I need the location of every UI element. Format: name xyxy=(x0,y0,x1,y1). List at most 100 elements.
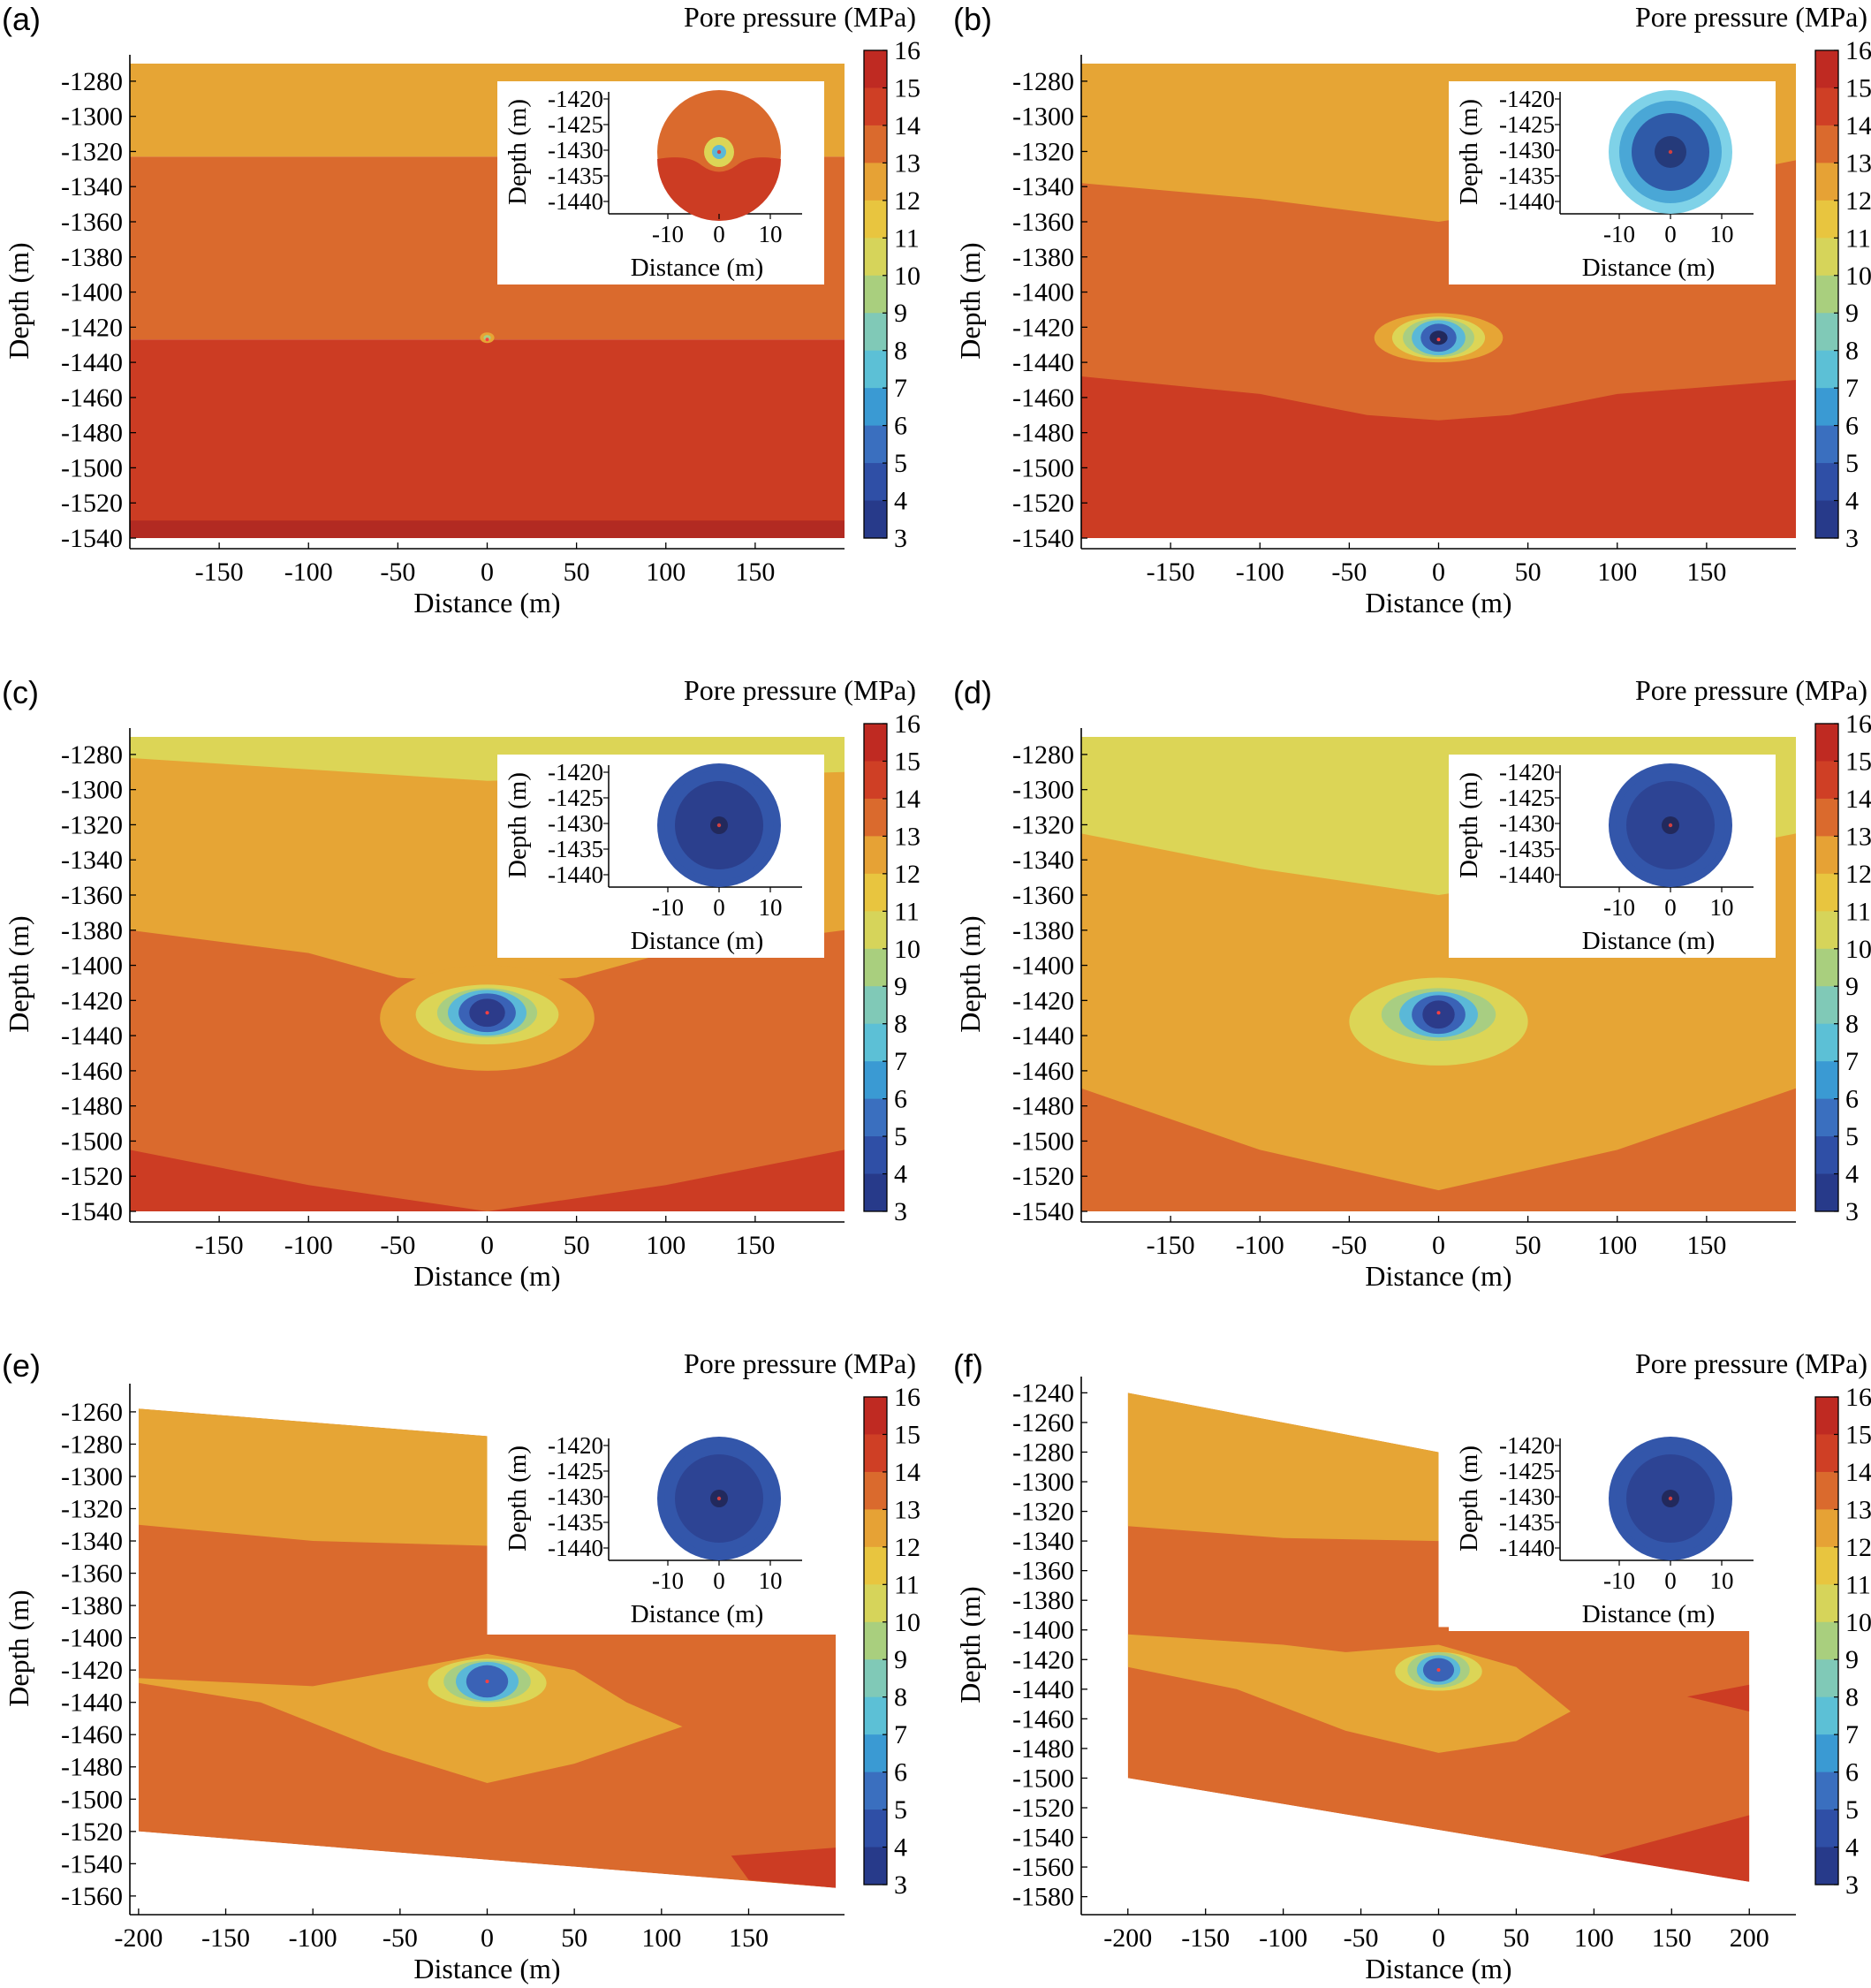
y-tick-label: -1340 xyxy=(61,172,123,201)
inset-well-marker xyxy=(716,149,722,155)
panel-label: (b) xyxy=(953,1,992,37)
y-tick-label: -1440 xyxy=(1012,1675,1074,1704)
y-tick-label: -1480 xyxy=(1012,1734,1074,1764)
y-tick-label: -1320 xyxy=(61,810,123,839)
colorbar-segment xyxy=(1815,1509,1838,1548)
x-tick-label: -100 xyxy=(289,1924,337,1953)
y-tick-label: -1380 xyxy=(1012,243,1074,272)
contour-edge-15 xyxy=(1686,1684,1750,1711)
y-tick-label: -1520 xyxy=(1012,1794,1074,1823)
inset-y-tick-label: -1440 xyxy=(548,1535,603,1561)
colorbar-segment xyxy=(1815,87,1838,126)
colorbar-segment xyxy=(864,724,887,762)
colorbar-segment xyxy=(1815,1659,1838,1698)
x-tick-label: 150 xyxy=(1652,1924,1692,1953)
colorbar-tick-label: 6 xyxy=(1845,1758,1859,1787)
colorbar-tick-label: 14 xyxy=(1845,1458,1871,1487)
y-tick-label: -1540 xyxy=(1012,1824,1074,1853)
y-tick-label: -1460 xyxy=(61,1057,123,1086)
y-tick-label: -1440 xyxy=(1012,1021,1074,1051)
y-tick-label: -1260 xyxy=(61,1398,123,1427)
colorbar-segment xyxy=(864,313,887,352)
y-tick-label: -1400 xyxy=(61,1624,123,1653)
colorbar-segment xyxy=(864,275,887,314)
colorbar-tick-label: 13 xyxy=(894,822,920,851)
colorbar-tick-label: 5 xyxy=(1845,1122,1859,1151)
y-tick-label: -1340 xyxy=(1012,1527,1074,1556)
colorbar-tick-label: 14 xyxy=(894,111,920,140)
y-tick-label: -1500 xyxy=(1012,1127,1074,1156)
y-tick-label: -1280 xyxy=(1012,1438,1074,1467)
inset-x-axis-label: Distance (m) xyxy=(631,254,764,282)
colorbar-segment xyxy=(864,238,887,277)
colorbar-segment xyxy=(1815,761,1838,800)
y-tick-label: -1320 xyxy=(1012,810,1074,839)
y-tick-label: -1400 xyxy=(61,952,123,981)
colorbar-tick-label: 6 xyxy=(1845,412,1859,441)
y-tick-label: -1340 xyxy=(61,1527,123,1556)
y-tick-label: -1340 xyxy=(1012,846,1074,875)
y-axis-label: Depth (m) xyxy=(3,242,34,359)
y-tick-label: -1500 xyxy=(1012,453,1074,482)
y-tick-label: -1420 xyxy=(1012,313,1074,342)
colorbar-tick-label: 9 xyxy=(1845,299,1859,328)
panel-label: (d) xyxy=(953,674,992,710)
well-marker xyxy=(1436,338,1441,342)
inset-y-axis-label: Depth (m) xyxy=(504,99,532,205)
inset-x-tick-label: -10 xyxy=(1603,221,1635,247)
colorbar-tick-label: 5 xyxy=(894,1122,907,1151)
inset-x-axis-label: Distance (m) xyxy=(631,1600,764,1628)
colorbar-segment xyxy=(864,1659,887,1698)
colorbar-segment xyxy=(864,1434,887,1473)
colorbar-tick-label: 5 xyxy=(1845,449,1859,478)
colorbar-frame xyxy=(863,723,888,1212)
y-tick-label: -1440 xyxy=(61,348,123,377)
colorbar-segment xyxy=(864,1584,887,1623)
panel-svg: -1240-1260-1280-1300-1320-1340-1360-1380… xyxy=(953,1347,1871,1984)
colorbar-tick-label: 12 xyxy=(1845,186,1871,216)
x-tick-label: 0 xyxy=(481,1231,494,1260)
colorbar-segment xyxy=(864,761,887,800)
colorbar-segment xyxy=(864,1696,887,1735)
inset-y-tick-label: -1430 xyxy=(548,810,603,837)
y-tick-label: -1480 xyxy=(61,419,123,448)
colorbar-frame xyxy=(1814,1396,1839,1886)
x-tick-label: -50 xyxy=(380,558,415,587)
inset-y-tick-label: -1420 xyxy=(548,759,603,785)
colorbar-segment xyxy=(864,388,887,427)
panel-e: -1260 -1280 -1300 -1320 -1340 -1360 -1380 -1400… xyxy=(0,1347,920,1988)
colorbar-tick-label: 12 xyxy=(1845,860,1871,889)
inset-y-tick-label: -1435 xyxy=(1499,836,1555,862)
x-tick-label: 0 xyxy=(1432,1231,1445,1260)
inset-y-tick-label: -1420 xyxy=(1499,1432,1555,1459)
inset-y-tick-label: -1420 xyxy=(1499,86,1555,112)
y-tick-label: -1280 xyxy=(61,1430,123,1459)
panel-a: -1280 -1300 -1320 -1340 -1360 -1380 -1400 -1420… xyxy=(0,0,920,641)
x-tick-label: -100 xyxy=(284,558,333,587)
inset-x-tick-label: 10 xyxy=(759,221,783,247)
colorbar-tick-label: 10 xyxy=(1845,1608,1871,1637)
colorbar-tick-label: 3 xyxy=(894,1197,907,1226)
colorbar-tick-label: 9 xyxy=(894,299,907,328)
colorbar-tick-label: 8 xyxy=(894,1010,907,1039)
contour-field xyxy=(138,1408,837,1888)
x-tick-label: 100 xyxy=(1574,1924,1614,1953)
y-tick-label: -1420 xyxy=(1012,1645,1074,1674)
colorbar-tick-label: 7 xyxy=(894,1047,907,1076)
colorbar-tick-label: 6 xyxy=(894,412,907,441)
x-tick-label: 50 xyxy=(1503,1924,1529,1953)
y-tick-label: -1420 xyxy=(61,1656,123,1685)
inset-y-tick-label: -1425 xyxy=(1499,1458,1555,1484)
y-tick-label: -1480 xyxy=(61,1753,123,1782)
x-tick-label: 0 xyxy=(1432,1924,1445,1953)
colorbar-segment xyxy=(864,1847,887,1886)
colorbar-tick-label: 4 xyxy=(1845,1160,1859,1189)
colorbar-tick-label: 14 xyxy=(894,1458,920,1487)
y-tick-label: -1240 xyxy=(1012,1378,1074,1408)
inset-y-tick-label: -1425 xyxy=(1499,785,1555,811)
x-tick-label: -50 xyxy=(380,1231,415,1260)
colorbar-segment xyxy=(1815,1734,1838,1773)
colorbar-tick-label: 7 xyxy=(1845,1720,1859,1749)
colorbar-segment xyxy=(1815,350,1838,389)
well-marker xyxy=(485,1679,489,1683)
